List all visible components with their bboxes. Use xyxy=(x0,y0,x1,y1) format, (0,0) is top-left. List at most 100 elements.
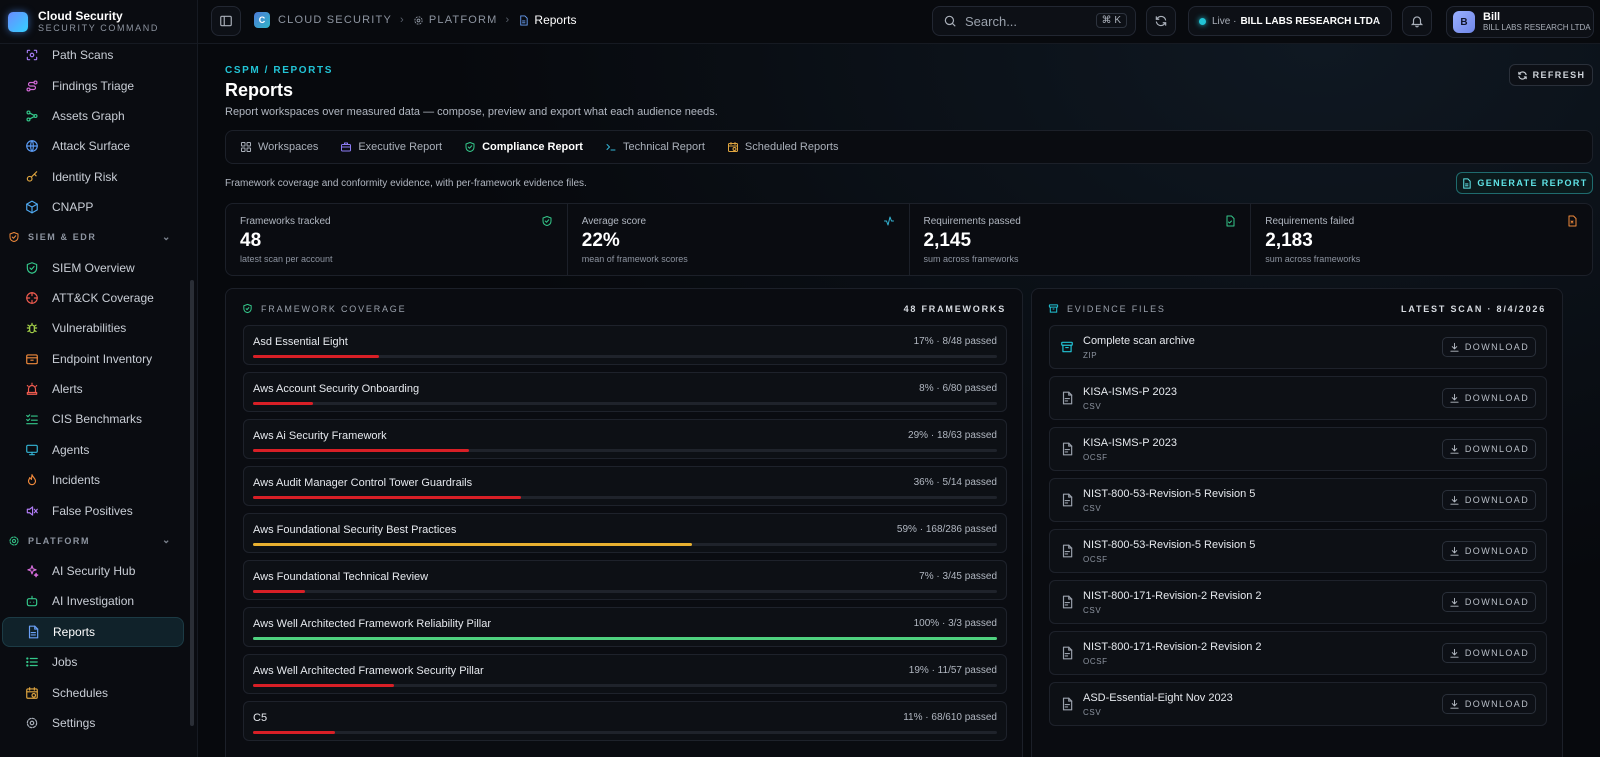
download-icon xyxy=(1450,444,1459,454)
sidebar-section-siem-edr[interactable]: SIEM & EDR ⌄ xyxy=(0,222,186,252)
framework-row[interactable]: Aws Foundational Security Best Practices… xyxy=(243,513,1007,553)
list-check-icon xyxy=(26,414,38,425)
framework-progress-fill xyxy=(253,684,395,687)
sidebar-section-platform[interactable]: PLATFORM ⌄ xyxy=(0,526,186,556)
notifications-button[interactable] xyxy=(1402,6,1432,36)
breadcrumb-current-label: Reports xyxy=(534,13,577,27)
evidence-file-type: CSV xyxy=(1083,708,1102,717)
framework-progress-track xyxy=(253,684,997,687)
sidebar-item-icon xyxy=(24,654,40,670)
download-button[interactable]: DOWNLOAD xyxy=(1442,694,1536,714)
key-icon xyxy=(26,170,38,182)
kpi-card: Average score 22% mean of framework scores xyxy=(568,204,910,275)
framework-name: Aws Foundational Security Best Practices xyxy=(253,524,457,536)
live-label: Live · xyxy=(1212,15,1237,27)
download-button[interactable]: DOWNLOAD xyxy=(1442,643,1536,663)
evidence-files-title: EVIDENCE FILES xyxy=(1067,303,1166,314)
sidebar-toggle-button[interactable] xyxy=(211,6,241,36)
framework-name: C5 xyxy=(253,712,268,724)
tab-workspaces[interactable]: Workspaces xyxy=(240,141,318,153)
sidebar-item-att-ck-coverage[interactable]: ATT&CK Coverage xyxy=(0,283,186,313)
file-text-icon xyxy=(520,14,529,26)
download-label: DOWNLOAD xyxy=(1464,597,1530,607)
framework-row[interactable]: Aws Foundational Technical Review 7% · 3/… xyxy=(243,560,1007,600)
evidence-file-name: ASD-Essential-Eight Nov 2023 xyxy=(1083,692,1233,704)
sidebar-item-siem-overview[interactable]: SIEM Overview xyxy=(0,252,186,282)
download-button[interactable]: DOWNLOAD xyxy=(1442,439,1536,459)
sidebar-item-settings[interactable]: Settings xyxy=(0,708,186,738)
chevron-down-icon: ⌄ xyxy=(162,535,172,547)
kpi-value: 2,145 xyxy=(923,230,972,251)
sidebar-item-label: Alerts xyxy=(52,382,83,397)
shield-check-icon xyxy=(542,216,552,226)
framework-row[interactable]: Aws Well Architected Framework Security … xyxy=(243,654,1007,694)
sidebar-item-vulnerabilities[interactable]: Vulnerabilities xyxy=(0,313,186,343)
download-button[interactable]: DOWNLOAD xyxy=(1442,592,1536,612)
topbar: C CLOUD SECURITY › PLATFORM › Reports Se… xyxy=(198,0,1600,44)
framework-progress-fill xyxy=(253,590,306,593)
sidebar-item-findings-triage[interactable]: Findings Triage xyxy=(0,70,186,100)
sync-button[interactable] xyxy=(1146,6,1176,36)
sidebar-item-label: CIS Benchmarks xyxy=(52,412,143,427)
sidebar-item-schedules[interactable]: Schedules xyxy=(0,677,186,707)
download-label: DOWNLOAD xyxy=(1464,444,1530,454)
sidebar-item-label: AI Investigation xyxy=(52,594,135,609)
framework-row[interactable]: Aws Ai Security Framework 29% · 18/63 pas… xyxy=(243,419,1007,459)
search-input[interactable]: Search... ⌘ K xyxy=(932,6,1136,36)
sidebar-item-ai-security-hub[interactable]: AI Security Hub xyxy=(0,556,186,586)
framework-progress-track xyxy=(253,402,997,405)
download-button[interactable]: DOWNLOAD xyxy=(1442,388,1536,408)
breadcrumb-root[interactable]: CLOUD SECURITY xyxy=(278,14,392,26)
sidebar-item-identity-risk[interactable]: Identity Risk xyxy=(0,162,186,192)
framework-progress-fill xyxy=(253,543,692,546)
user-menu[interactable]: B Bill BILL LABS RESEARCH LTDA xyxy=(1446,6,1594,38)
tab-executive-report[interactable]: Executive Report xyxy=(340,141,442,153)
framework-row[interactable]: Asd Essential Eight 17% · 8/48 passed xyxy=(243,325,1007,365)
evidence-file-row: Complete scan archive ZIP DOWNLOAD xyxy=(1049,325,1547,369)
tab-label: Executive Report xyxy=(358,141,443,153)
breadcrumb-section[interactable]: PLATFORM xyxy=(413,14,498,26)
refresh-button[interactable]: REFRESH xyxy=(1509,64,1593,86)
framework-row[interactable]: Aws Audit Manager Control Tower Guardrai… xyxy=(243,466,1007,506)
framework-row[interactable]: Aws Account Security Onboarding 8% · 6/80… xyxy=(243,372,1007,412)
framework-row[interactable]: C5 11% · 68/610 passed xyxy=(243,701,1007,741)
download-button[interactable]: DOWNLOAD xyxy=(1442,541,1536,561)
sidebar-item-incidents[interactable]: Incidents xyxy=(0,465,186,495)
kpi-label: Average score xyxy=(581,216,647,227)
download-button[interactable]: DOWNLOAD xyxy=(1442,490,1536,510)
framework-coverage-panel: FRAMEWORK COVERAGE 48 FRAMEWORKS Asd Ess… xyxy=(225,288,1023,757)
generate-report-button[interactable]: GENERATE REPORT xyxy=(1456,172,1593,194)
framework-row[interactable]: Aws Well Architected Framework Reliabili… xyxy=(243,607,1007,647)
sidebar-scrollbar[interactable] xyxy=(190,280,194,726)
sidebar-item-attack-surface[interactable]: Attack Surface xyxy=(0,131,186,161)
kpi-value: 22% xyxy=(581,230,620,251)
sidebar-item-label: Settings xyxy=(52,716,96,730)
sidebar-item-icon xyxy=(24,138,40,154)
tab-compliance-report[interactable]: Compliance Report xyxy=(464,141,583,153)
tenant-selector[interactable]: Live · BILL LABS RESEARCH LTDA ⌄ xyxy=(1188,6,1392,36)
sidebar-item-ai-investigation[interactable]: AI Investigation xyxy=(0,586,186,616)
sidebar-item-endpoint-inventory[interactable]: Endpoint Inventory xyxy=(0,344,186,374)
sidebar-item-cis-benchmarks[interactable]: CIS Benchmarks xyxy=(0,404,186,434)
framework-coverage-header: FRAMEWORK COVERAGE 48 FRAMEWORKS xyxy=(242,303,1006,314)
framework-progress-fill xyxy=(253,402,313,405)
tab-technical-report[interactable]: Technical Report xyxy=(605,141,705,153)
download-button[interactable]: DOWNLOAD xyxy=(1442,337,1536,357)
gear-icon xyxy=(414,15,423,25)
activity-icon xyxy=(883,216,894,226)
sidebar-item-icon xyxy=(25,624,41,640)
sidebar-item-reports[interactable]: Reports xyxy=(2,616,184,648)
framework-stat: 59% · 168/286 passed xyxy=(896,524,997,535)
sidebar-item-cnapp[interactable]: CNAPP xyxy=(0,192,186,222)
section-label: SIEM & EDR xyxy=(28,232,97,243)
tab-scheduled-reports[interactable]: Scheduled Reports xyxy=(727,141,838,153)
evidence-file-row: NIST-800-171-Revision-2 Revision 2 OCSF DO… xyxy=(1049,631,1547,675)
sidebar-item-agents[interactable]: Agents xyxy=(0,435,186,465)
sidebar-item-false-positives[interactable]: False Positives xyxy=(0,495,186,525)
framework-coverage-title: FRAMEWORK COVERAGE xyxy=(261,303,407,314)
brand[interactable]: Cloud Security SECURITY COMMAND xyxy=(0,0,197,44)
sidebar-item-assets-graph[interactable]: Assets Graph xyxy=(0,101,186,131)
sidebar-item-alerts[interactable]: Alerts xyxy=(0,374,186,404)
sidebar-item-path-scans[interactable]: Path Scans xyxy=(0,40,186,70)
sidebar-item-jobs[interactable]: Jobs xyxy=(0,647,186,677)
